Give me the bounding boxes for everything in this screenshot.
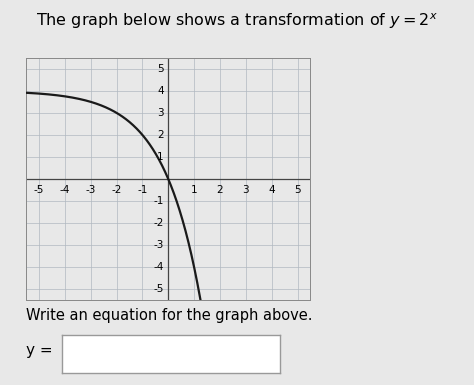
Text: The graph below shows a transformation of $y = 2^x$: The graph below shows a transformation o… [36,12,438,31]
Text: 5: 5 [294,185,301,195]
Text: Write an equation for the graph above.: Write an equation for the graph above. [26,308,312,323]
Text: 1: 1 [157,152,164,162]
Text: 1: 1 [191,185,198,195]
Text: -1: -1 [153,196,164,206]
Text: y =: y = [26,343,53,358]
Text: 2: 2 [217,185,223,195]
Text: 2: 2 [157,130,164,140]
Text: 3: 3 [157,108,164,118]
Text: 5: 5 [157,64,164,74]
Text: 4: 4 [268,185,275,195]
Text: -4: -4 [153,262,164,272]
Text: -2: -2 [153,218,164,228]
Text: -1: -1 [137,185,147,195]
Text: -2: -2 [111,185,122,195]
Text: -3: -3 [153,240,164,250]
Text: 3: 3 [243,185,249,195]
Text: -5: -5 [34,185,44,195]
Text: -3: -3 [85,185,96,195]
Text: -4: -4 [60,185,70,195]
Text: -5: -5 [153,284,164,294]
Text: 4: 4 [157,86,164,96]
